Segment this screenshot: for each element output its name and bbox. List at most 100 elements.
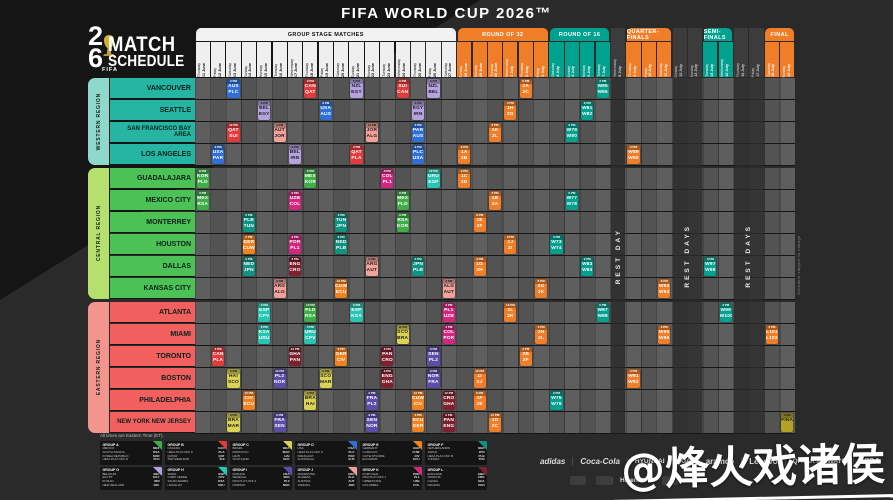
team-away: MAR	[319, 379, 332, 385]
kickoff-time: 6 PM	[581, 101, 594, 106]
date-label: 3 July	[540, 66, 545, 77]
team-home: CIV	[244, 395, 254, 401]
kickoff-time: 3 PM	[288, 257, 302, 262]
match-cell: 12 PM PLD RSA	[304, 303, 317, 322]
group-color-corner	[413, 441, 422, 450]
match-schedule-wordmark: MATCH SCHEDULE	[108, 33, 185, 70]
legend-team-row: NEW ZEALAND NZL	[102, 482, 160, 487]
kickoff-time: 3 PM	[196, 191, 209, 196]
team-home: 1A	[460, 149, 468, 155]
team-home: 1E	[476, 217, 483, 223]
rest-day-text: REST DAYS	[745, 224, 753, 288]
legend-group-title: GROUP L	[427, 468, 444, 472]
kickoff-time: 6 PM	[658, 279, 671, 284]
legend-team-row: JAPAN JPN	[427, 449, 485, 454]
team-away: AUT	[366, 267, 378, 273]
team-away: 2K	[507, 313, 514, 319]
legend-group-k: GROUP K PORTUGAL POR FIFA PLAY-OFF 1 PL1 UZBE…	[360, 466, 422, 490]
team-away: 2E	[476, 401, 483, 407]
legend-team-row: PANAMA PAN	[427, 482, 485, 487]
team-away: 2F	[522, 357, 529, 363]
date-label: 21 June	[356, 62, 361, 77]
team-home: 2H	[537, 329, 545, 335]
logo-digit-6: 6	[88, 43, 104, 73]
match-cell: 3 PM MEX RSA	[196, 191, 209, 210]
kickoff-time: 6 PM	[335, 235, 348, 240]
match-cell: 9 PM W95 W96	[658, 325, 671, 344]
kickoff-time: 6 PM	[258, 325, 271, 330]
kickoff-time: 3 PM	[504, 101, 517, 106]
legend-group-title: GROUP J	[297, 468, 314, 472]
team-away: 2B	[460, 155, 468, 161]
team-away: 2H	[476, 267, 483, 273]
schedule-row	[195, 368, 795, 390]
date-label: 13 July	[694, 64, 699, 77]
kickoff-time: 9 PM	[396, 191, 409, 196]
kickoff-time: 9 PM	[581, 257, 594, 262]
team-home: ALG	[443, 283, 455, 289]
date-column-header: Thursday 16 July	[734, 28, 749, 77]
stage-pill-r16: ROUND OF 16	[549, 28, 610, 41]
date-label: 17 July	[756, 64, 761, 77]
match-cell: 6 PM 1F 2E	[473, 391, 486, 410]
match-cell: 3 PM 1G 2H	[473, 257, 486, 276]
team-home: URU	[304, 329, 316, 335]
date-column-header: Friday 17 July	[749, 28, 764, 77]
group-color-corner	[218, 441, 227, 450]
schedule-row	[195, 144, 795, 166]
team-home: W81	[582, 105, 593, 111]
team-home: MEX	[397, 195, 409, 201]
match-cell: 6 PM ARG AUT	[365, 257, 378, 276]
page-title: FIFA WORLD CUP 2026™	[341, 5, 552, 22]
kickoff-time: 12 PM	[365, 123, 378, 128]
team-home: W79	[566, 127, 578, 133]
legend-team-row: SENEGAL SEN	[232, 475, 290, 480]
legend-team-row: UEFA PLAY-OFF C PLC	[297, 449, 355, 454]
weekday-label: Wednesday	[612, 59, 617, 77]
kickoff-time: 12 PM	[304, 303, 317, 308]
match-cell: 6 PM NZL EGY	[350, 79, 363, 98]
team-away: GHA	[443, 401, 455, 407]
kickoff-time: 9 PM	[627, 145, 640, 150]
match-cell: 6 PM NED PLB	[335, 235, 348, 254]
group-color-corner	[478, 441, 487, 450]
match-cell: 12 PM 1L 2K	[504, 303, 517, 322]
match-cell: 12 PM GHA PAN	[288, 347, 302, 366]
team-away: 2L	[538, 335, 545, 341]
team-away: ALG	[274, 289, 285, 295]
date-label: 11 July	[663, 64, 668, 77]
team-home: NED	[335, 239, 347, 245]
team-away: URU	[258, 335, 270, 341]
team-home: W73	[551, 239, 562, 245]
team-home: SCO	[397, 329, 409, 335]
city-label: GUADALAJARA	[110, 168, 195, 189]
group-color-corner	[478, 466, 487, 476]
team-away: RSA	[197, 201, 209, 207]
date-column-header: Friday 3 July	[534, 41, 549, 77]
team-home: GHA	[289, 351, 301, 357]
date-label: 1 July	[509, 66, 514, 77]
match-cell: 3 PM CAN PLA	[211, 347, 225, 366]
date-column-header: Monday 29 June	[472, 41, 487, 77]
date-column-header: Sunday 5 July	[564, 41, 579, 77]
city-label: LOS ANGELES	[110, 144, 195, 165]
region-label: WESTERN REGION	[95, 92, 102, 151]
match-cell: 3 PM 2H 2L	[535, 325, 548, 344]
team-home: KOR	[197, 173, 209, 179]
kickoff-time: 3 PM	[442, 303, 455, 308]
legend-group-title: GROUP F	[427, 442, 444, 447]
legend-team-row: CABO VERDE CPV	[167, 475, 225, 480]
match-cell: 9 PM BRA HAI	[304, 391, 317, 410]
kickoff-time: 9 PM	[304, 391, 317, 396]
match-cell: 3 PM AUS PLC	[227, 79, 240, 98]
date-label: 28 June	[463, 62, 468, 77]
kickoff-time: 3 PM	[242, 235, 255, 240]
schedule-row	[195, 78, 795, 100]
date-column-header: Monday 22 June	[364, 41, 379, 77]
team-home: HAI	[229, 373, 238, 379]
sponsor-logo-lenovo: Lenovo	[741, 457, 784, 466]
kickoff-time: 3 PM	[488, 191, 502, 196]
kickoff-time: 3 PM	[519, 347, 532, 352]
date-label: 16 June	[279, 62, 284, 77]
timezone-note: All times are Eastern Time (ET).	[100, 433, 164, 438]
